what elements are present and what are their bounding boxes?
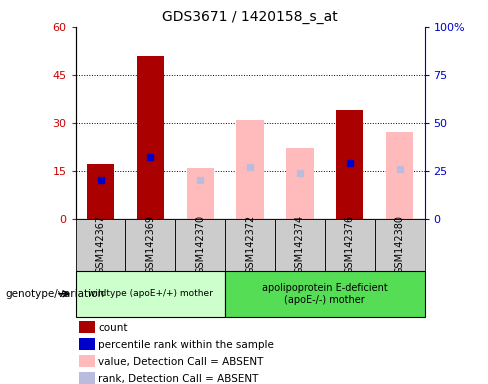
Text: percentile rank within the sample: percentile rank within the sample [98,340,274,350]
Bar [125,219,175,271]
Text: apolipoprotein E-deficient
(apoE-/-) mother: apolipoprotein E-deficient (apoE-/-) mot… [262,283,388,305]
Text: GSM142380: GSM142380 [395,215,405,274]
Text: GSM142367: GSM142367 [96,215,105,274]
Bar [79,338,95,350]
Bar [375,219,425,271]
Bar [79,321,95,333]
Bar [275,219,325,271]
Text: GSM142374: GSM142374 [295,215,305,274]
Bar [76,271,225,317]
Bar [386,132,413,219]
Bar [336,110,364,219]
Text: value, Detection Call = ABSENT: value, Detection Call = ABSENT [98,357,264,367]
Text: count: count [98,323,128,333]
Bar [79,372,95,384]
Text: GSM142370: GSM142370 [195,215,205,274]
Bar [225,219,275,271]
Text: wildtype (apoE+/+) mother: wildtype (apoE+/+) mother [88,289,213,298]
Bar [137,56,164,219]
Bar [87,164,114,219]
Text: GSM142376: GSM142376 [345,215,355,274]
Bar [186,168,214,219]
Bar [76,219,125,271]
Text: genotype/variation: genotype/variation [5,289,104,299]
Bar [79,355,95,367]
Text: rank, Detection Call = ABSENT: rank, Detection Call = ABSENT [98,374,259,384]
Bar [175,219,225,271]
Bar [325,219,375,271]
Text: GSM142372: GSM142372 [245,215,255,275]
Text: GSM142369: GSM142369 [145,215,155,274]
Bar [236,120,264,219]
Title: GDS3671 / 1420158_s_at: GDS3671 / 1420158_s_at [162,10,338,25]
Bar [225,271,425,317]
Bar [286,149,314,219]
